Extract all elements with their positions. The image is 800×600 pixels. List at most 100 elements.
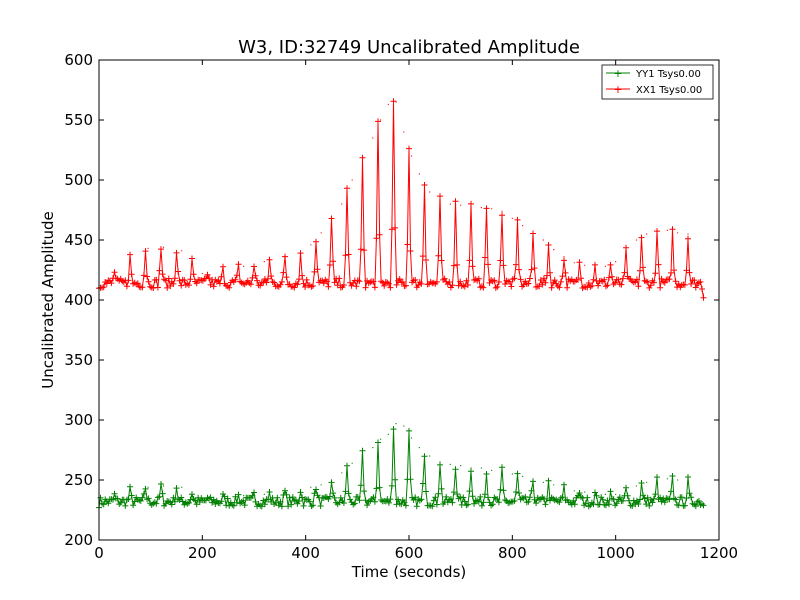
data-point — [615, 493, 617, 495]
data-point — [201, 497, 203, 499]
data-point — [330, 479, 333, 481]
data-point — [491, 469, 493, 471]
data-point — [702, 504, 705, 506]
data-point — [341, 472, 343, 474]
data-point — [263, 261, 265, 263]
data-point — [410, 437, 413, 439]
data-point — [666, 229, 668, 231]
series-layer — [96, 98, 707, 511]
data-point — [379, 438, 382, 440]
data-point — [418, 173, 420, 175]
data-point — [439, 461, 441, 463]
legend-label-xx1: XX1 Tsys0.00 — [636, 85, 702, 96]
legend: + YY1 Tsys0.00 + XX1 Tsys0.00 — [601, 64, 714, 100]
data-point — [372, 447, 374, 449]
data-point — [635, 485, 637, 487]
data-point — [429, 455, 431, 457]
data-point — [532, 233, 534, 235]
data-point — [439, 199, 441, 201]
data-point — [403, 425, 405, 427]
data-point — [330, 220, 333, 222]
data-point — [263, 493, 265, 495]
x-tick-label: 1200 — [700, 544, 738, 562]
y-tick-label: 300 — [64, 411, 93, 429]
data-point — [284, 257, 286, 259]
data-point — [129, 490, 131, 492]
x-tick-label: 200 — [188, 544, 217, 562]
data-point — [201, 273, 203, 275]
data-point — [222, 269, 224, 271]
data-point — [147, 247, 149, 249]
data-point — [410, 155, 413, 157]
data-point — [604, 265, 606, 267]
data-point — [702, 293, 705, 295]
data-point — [181, 486, 183, 488]
data-point — [511, 473, 513, 475]
data-point — [113, 495, 116, 497]
x-tick-label: 0 — [94, 544, 104, 562]
data-point — [387, 103, 389, 105]
data-point — [129, 256, 131, 258]
data-point — [181, 250, 183, 252]
y-tick-label: 400 — [64, 291, 93, 309]
data-point — [573, 490, 575, 492]
data-point — [480, 207, 482, 209]
data-point — [460, 204, 462, 206]
data-point — [429, 191, 431, 193]
data-point — [687, 233, 689, 235]
data-point — [687, 480, 689, 482]
data-point — [243, 265, 245, 267]
data-point — [284, 491, 286, 493]
y-axis-title: Uncalibrated Amplitude — [39, 211, 57, 388]
y-tick-label: 200 — [64, 531, 93, 549]
y-tick-label: 350 — [64, 351, 93, 369]
data-point — [310, 486, 312, 488]
legend-label-yy1: YY1 Tsys0.00 — [635, 69, 701, 80]
data-point — [361, 161, 364, 163]
data-point — [677, 232, 679, 234]
data-point — [584, 264, 586, 266]
plot-area — [99, 60, 719, 540]
data-point — [511, 217, 513, 219]
data-point — [147, 486, 149, 488]
data-point — [501, 210, 503, 212]
data-point — [361, 454, 364, 456]
x-tick-label: 600 — [395, 544, 424, 562]
data-point — [697, 501, 699, 503]
data-point — [573, 262, 575, 264]
data-point — [532, 479, 534, 481]
ticks-layer: 0 200 400 600 800 1000 12002002503003504004505… — [64, 51, 738, 562]
y-tick-label: 600 — [64, 51, 93, 69]
data-point — [604, 493, 606, 495]
data-point — [379, 119, 382, 121]
data-point — [449, 463, 451, 465]
data-point — [522, 475, 524, 477]
data-point — [542, 239, 544, 241]
y-tick-label: 500 — [64, 171, 93, 189]
data-point — [351, 179, 353, 181]
legend-entry-yy1: + YY1 Tsys0.00 — [606, 67, 701, 80]
legend-marker-xx1: + — [613, 83, 622, 96]
data-point — [470, 467, 472, 469]
data-point — [310, 244, 312, 246]
y-tick-label: 250 — [64, 471, 93, 489]
data-point — [697, 285, 699, 287]
data-point — [635, 239, 637, 241]
data-point — [299, 253, 302, 255]
data-point — [449, 203, 451, 205]
data-point — [666, 478, 668, 480]
data-point — [656, 231, 658, 233]
data-point — [625, 251, 627, 253]
x-tick-label: 800 — [498, 544, 527, 562]
legend-marker-yy1: + — [613, 67, 622, 80]
x-axis-title: Time (seconds) — [351, 563, 467, 581]
data-point — [243, 495, 245, 497]
data-point — [625, 489, 627, 491]
data-point — [553, 249, 555, 251]
data-point — [341, 203, 343, 205]
chart-title: W3, ID:32749 Uncalibrated Amplitude — [238, 37, 580, 58]
data-point — [418, 447, 420, 449]
data-point — [656, 479, 658, 481]
data-point — [594, 493, 596, 495]
